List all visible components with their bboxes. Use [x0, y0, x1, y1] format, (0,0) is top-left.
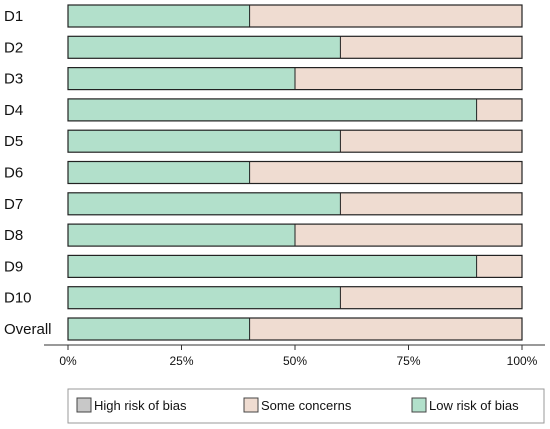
bar-d7-some-concerns — [340, 192, 522, 215]
bar-row-d8 — [67, 223, 523, 247]
x-tick-label-0: 0% — [59, 354, 77, 368]
category-label-d6: D6 — [4, 165, 23, 182]
legend-box — [67, 388, 545, 424]
bar-row-d4 — [67, 98, 523, 122]
category-label-d9: D9 — [4, 258, 23, 275]
category-label-d1: D1 — [4, 8, 23, 25]
category-label-d10: D10 — [4, 290, 32, 307]
bar-d3-low-risk-of-bias — [68, 67, 295, 90]
x-tick-label-100: 100% — [507, 354, 538, 368]
bar-outline-overall — [67, 317, 523, 341]
bar-row-d3 — [67, 66, 523, 91]
bar-row-d2 — [67, 35, 523, 59]
category-label-d4: D4 — [4, 102, 23, 119]
category-label-d2: D2 — [4, 39, 23, 56]
bar-outline-d10 — [67, 286, 523, 310]
legend-label-high-risk-of-bias: High risk of bias — [94, 398, 187, 413]
bar-d10-low-risk-of-bias — [68, 286, 341, 309]
bar-d4-some-concerns — [476, 98, 522, 121]
bar-outline-d2 — [67, 35, 523, 59]
bar-outline-d6 — [67, 160, 523, 185]
category-label-d5: D5 — [4, 133, 23, 150]
bar-d1-low-risk-of-bias — [68, 5, 250, 27]
bar-d8-low-risk-of-bias — [68, 224, 295, 247]
bar-d9-some-concerns — [476, 255, 522, 278]
legend-swatch-low-risk-of-bias — [411, 397, 427, 413]
bar-d4-low-risk-of-bias — [68, 98, 477, 121]
bar-outline-d1 — [67, 4, 523, 28]
x-tick-label-25: 25% — [169, 354, 193, 368]
bar-outline-d3 — [67, 66, 523, 91]
bar-d3-some-concerns — [295, 67, 522, 90]
bar-row-d1 — [67, 4, 523, 28]
x-tick-label-75: 75% — [396, 354, 420, 368]
bar-row-d9 — [67, 254, 523, 278]
category-labels: D1 D2 D3 D4 D5 D6 D7 D8 D9 D10 Overall — [4, 8, 52, 338]
bar-row-d10 — [67, 286, 523, 310]
bar-d5-low-risk-of-bias — [68, 130, 341, 153]
category-label-overall: Overall — [4, 321, 52, 338]
bar-outline-d4 — [67, 98, 523, 122]
bar-outline-d9 — [67, 254, 523, 278]
bar-d7-low-risk-of-bias — [68, 192, 341, 215]
legend: High risk of bias Some concerns Low risk o… — [67, 388, 545, 424]
bar-d8-some-concerns — [295, 224, 522, 247]
bar-d9-low-risk-of-bias — [68, 255, 477, 278]
bar-row-overall — [67, 317, 523, 341]
category-label-d7: D7 — [4, 196, 23, 213]
bar-d6-some-concerns — [249, 161, 522, 184]
bar-outline-d7 — [67, 192, 523, 216]
bar-row-d6 — [67, 160, 523, 185]
bar-d2-some-concerns — [340, 36, 522, 59]
bar-d6-low-risk-of-bias — [68, 161, 250, 184]
legend-swatch-high-risk-of-bias — [76, 397, 92, 413]
bars-group — [67, 4, 523, 341]
x-tick-label-50: 50% — [283, 354, 307, 368]
bar-d1-some-concerns — [249, 5, 522, 27]
bar-overall-some-concerns — [249, 318, 522, 340]
x-axis: 0% 25% 50% 75% 100% — [44, 344, 545, 368]
bar-outline-d5 — [67, 129, 523, 153]
bar-outline-d8 — [67, 223, 523, 247]
legend-label-some-concerns: Some concerns — [261, 398, 352, 413]
legend-swatch-some-concerns — [243, 397, 259, 413]
bar-d10-some-concerns — [340, 286, 522, 309]
bar-row-d7 — [67, 192, 523, 216]
category-label-d3: D3 — [4, 71, 23, 88]
bar-d2-low-risk-of-bias — [68, 36, 341, 59]
category-label-d8: D8 — [4, 227, 23, 244]
bar-d5-some-concerns — [340, 130, 522, 153]
legend-label-low-risk-of-bias: Low risk of bias — [429, 398, 519, 413]
bar-overall-low-risk-of-bias — [68, 318, 250, 340]
bar-row-d5 — [67, 129, 523, 153]
